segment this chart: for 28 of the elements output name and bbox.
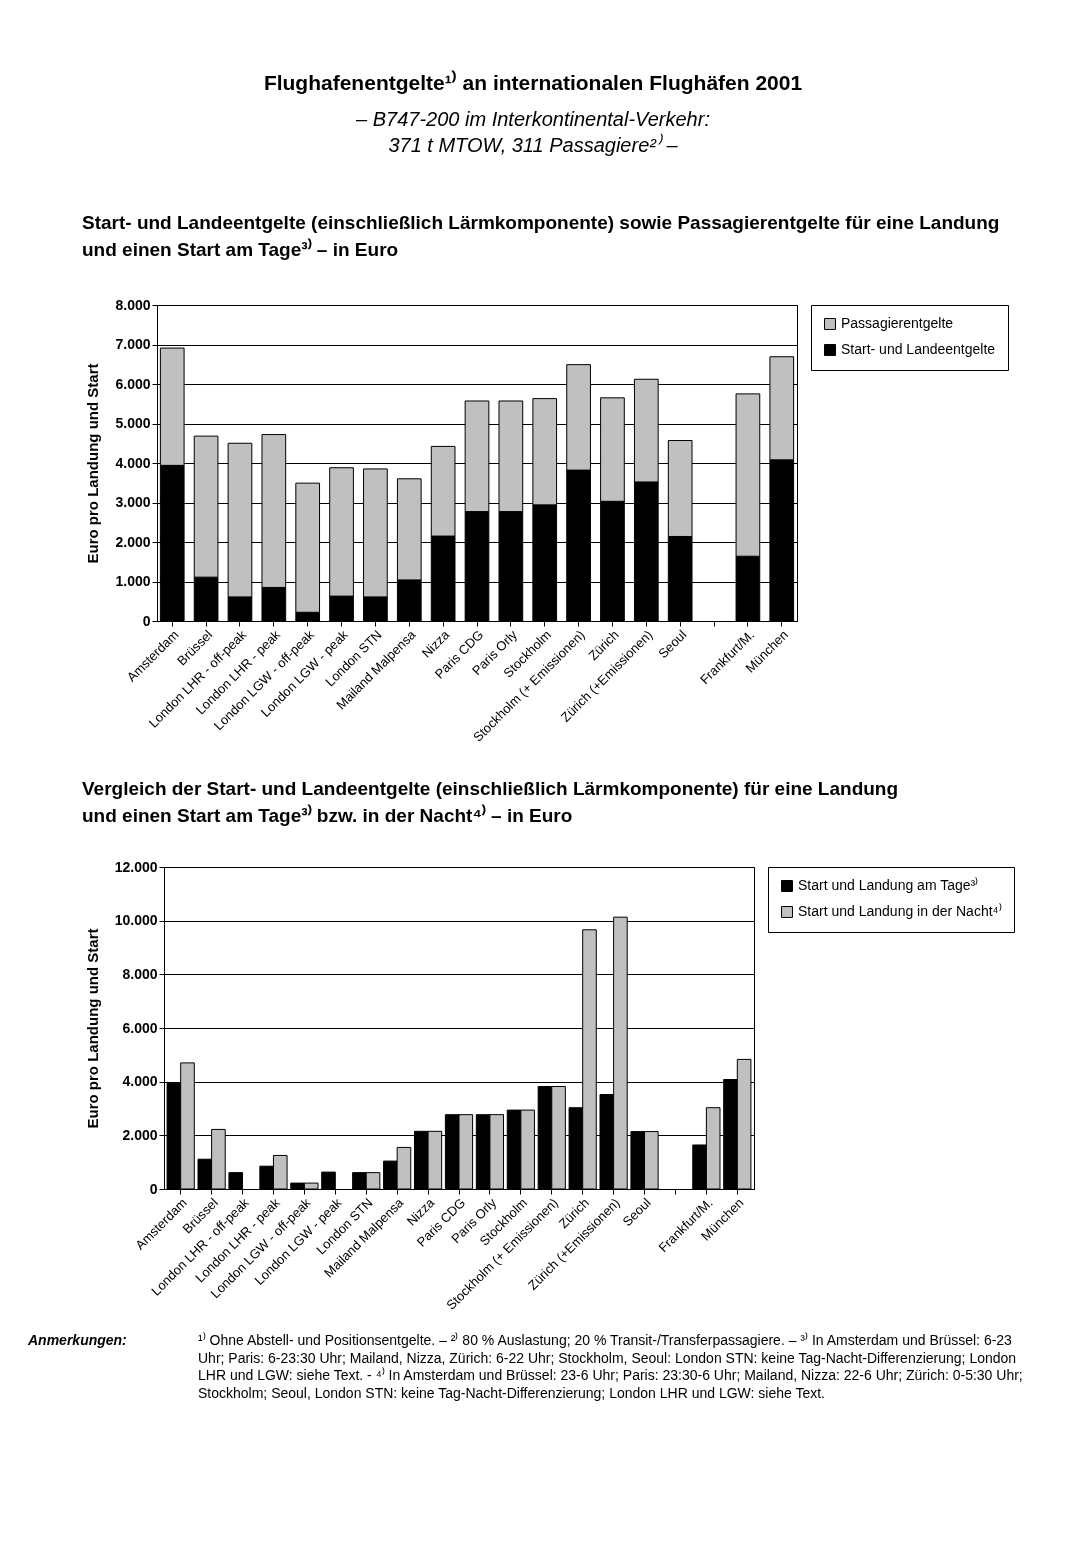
y-tick-label: 1.000 — [115, 573, 151, 590]
y-tick-label: 2.000 — [122, 1127, 158, 1144]
legend-label: Start- und Landeentgelte — [841, 341, 996, 358]
legend-label: Start und Landung in der Nacht⁴⁾ — [798, 903, 1002, 920]
chart-title: Vergleich der Start- und Landeentgelte (einschließlich Lärmkomponente) für eine Landung und einen Start am Tage³⁾ bzw. in der Nacht⁴⁾ – in Euro — [82, 777, 900, 828]
legend-label: Start und Landung am Tage³⁾ — [798, 877, 979, 894]
y-tick-label: 5.000 — [115, 415, 151, 432]
y-tick-label: 4.000 — [122, 1073, 158, 1090]
chart-title: Flughafenentgelte¹⁾ an internationalen Flughäfen 2001 — [262, 69, 804, 96]
y-tick-label: 3.000 — [115, 494, 151, 511]
text: Start- und Landeentgelte (einschließlich Lärmkomponente) sowie Passagierentgelte für eine Landung und einen Start am Tage³⁾ – in Euro — [82, 211, 1001, 262]
y-tick-label: 6.000 — [115, 375, 151, 392]
legend-label: Passagierentgelte — [841, 315, 954, 332]
text: ¹⁾ Ohne Abstell- und Positionsentgelte. – ²⁾ 80 % Auslastung; 20 % Transit-/Transferpassagiere. – ³⁾ In Amsterdam und Brüssel: 6-23 Uhr; Paris: 6-23:30 Uhr; Mailand, Nizza, Zürich: 6-22 Uhr; Stockholm, Seoul: London STN: keine Tag-Nacht-Differenzierung; London LHR und LGW: siehe Text. - ⁴⁾ In Amsterdam und Brüssel: 23-6 Uhr; Paris: 23:30-6 Uhr; Mailand, Nizza: 22-6 Uhr; Zürich: 0-5:30 Uhr; Stockholm; Seoul, London STN: keine Tag-Nacht-Differenzierung; London LHR und LGW: siehe Text. — [198, 1332, 1024, 1403]
text: Anmerkungen: — [28, 1332, 128, 1351]
y-tick-label: 6.000 — [122, 1019, 158, 1036]
y-tick-label: 8.000 — [115, 296, 151, 313]
chart-subtitle: – B747-200 im Interkontinental-Verkehr: 371 t MTOW, 311 Passagiere²⁾ – — [355, 107, 711, 158]
y-tick-label: 2.000 — [115, 533, 151, 550]
y-tick-label: 8.000 — [122, 966, 158, 983]
y-tick-label: 4.000 — [115, 454, 151, 471]
y-tick-label: 10.000 — [114, 912, 158, 929]
y-axis-title: Euro pro Landung und Start — [84, 363, 102, 564]
y-tick-label: 0 — [142, 612, 151, 629]
y-tick-label: 7.000 — [115, 336, 151, 353]
y-tick-label: 0 — [149, 1180, 158, 1197]
y-axis-title: Euro pro Landung und Start — [83, 928, 101, 1129]
y-tick-label: 12.000 — [114, 858, 158, 875]
